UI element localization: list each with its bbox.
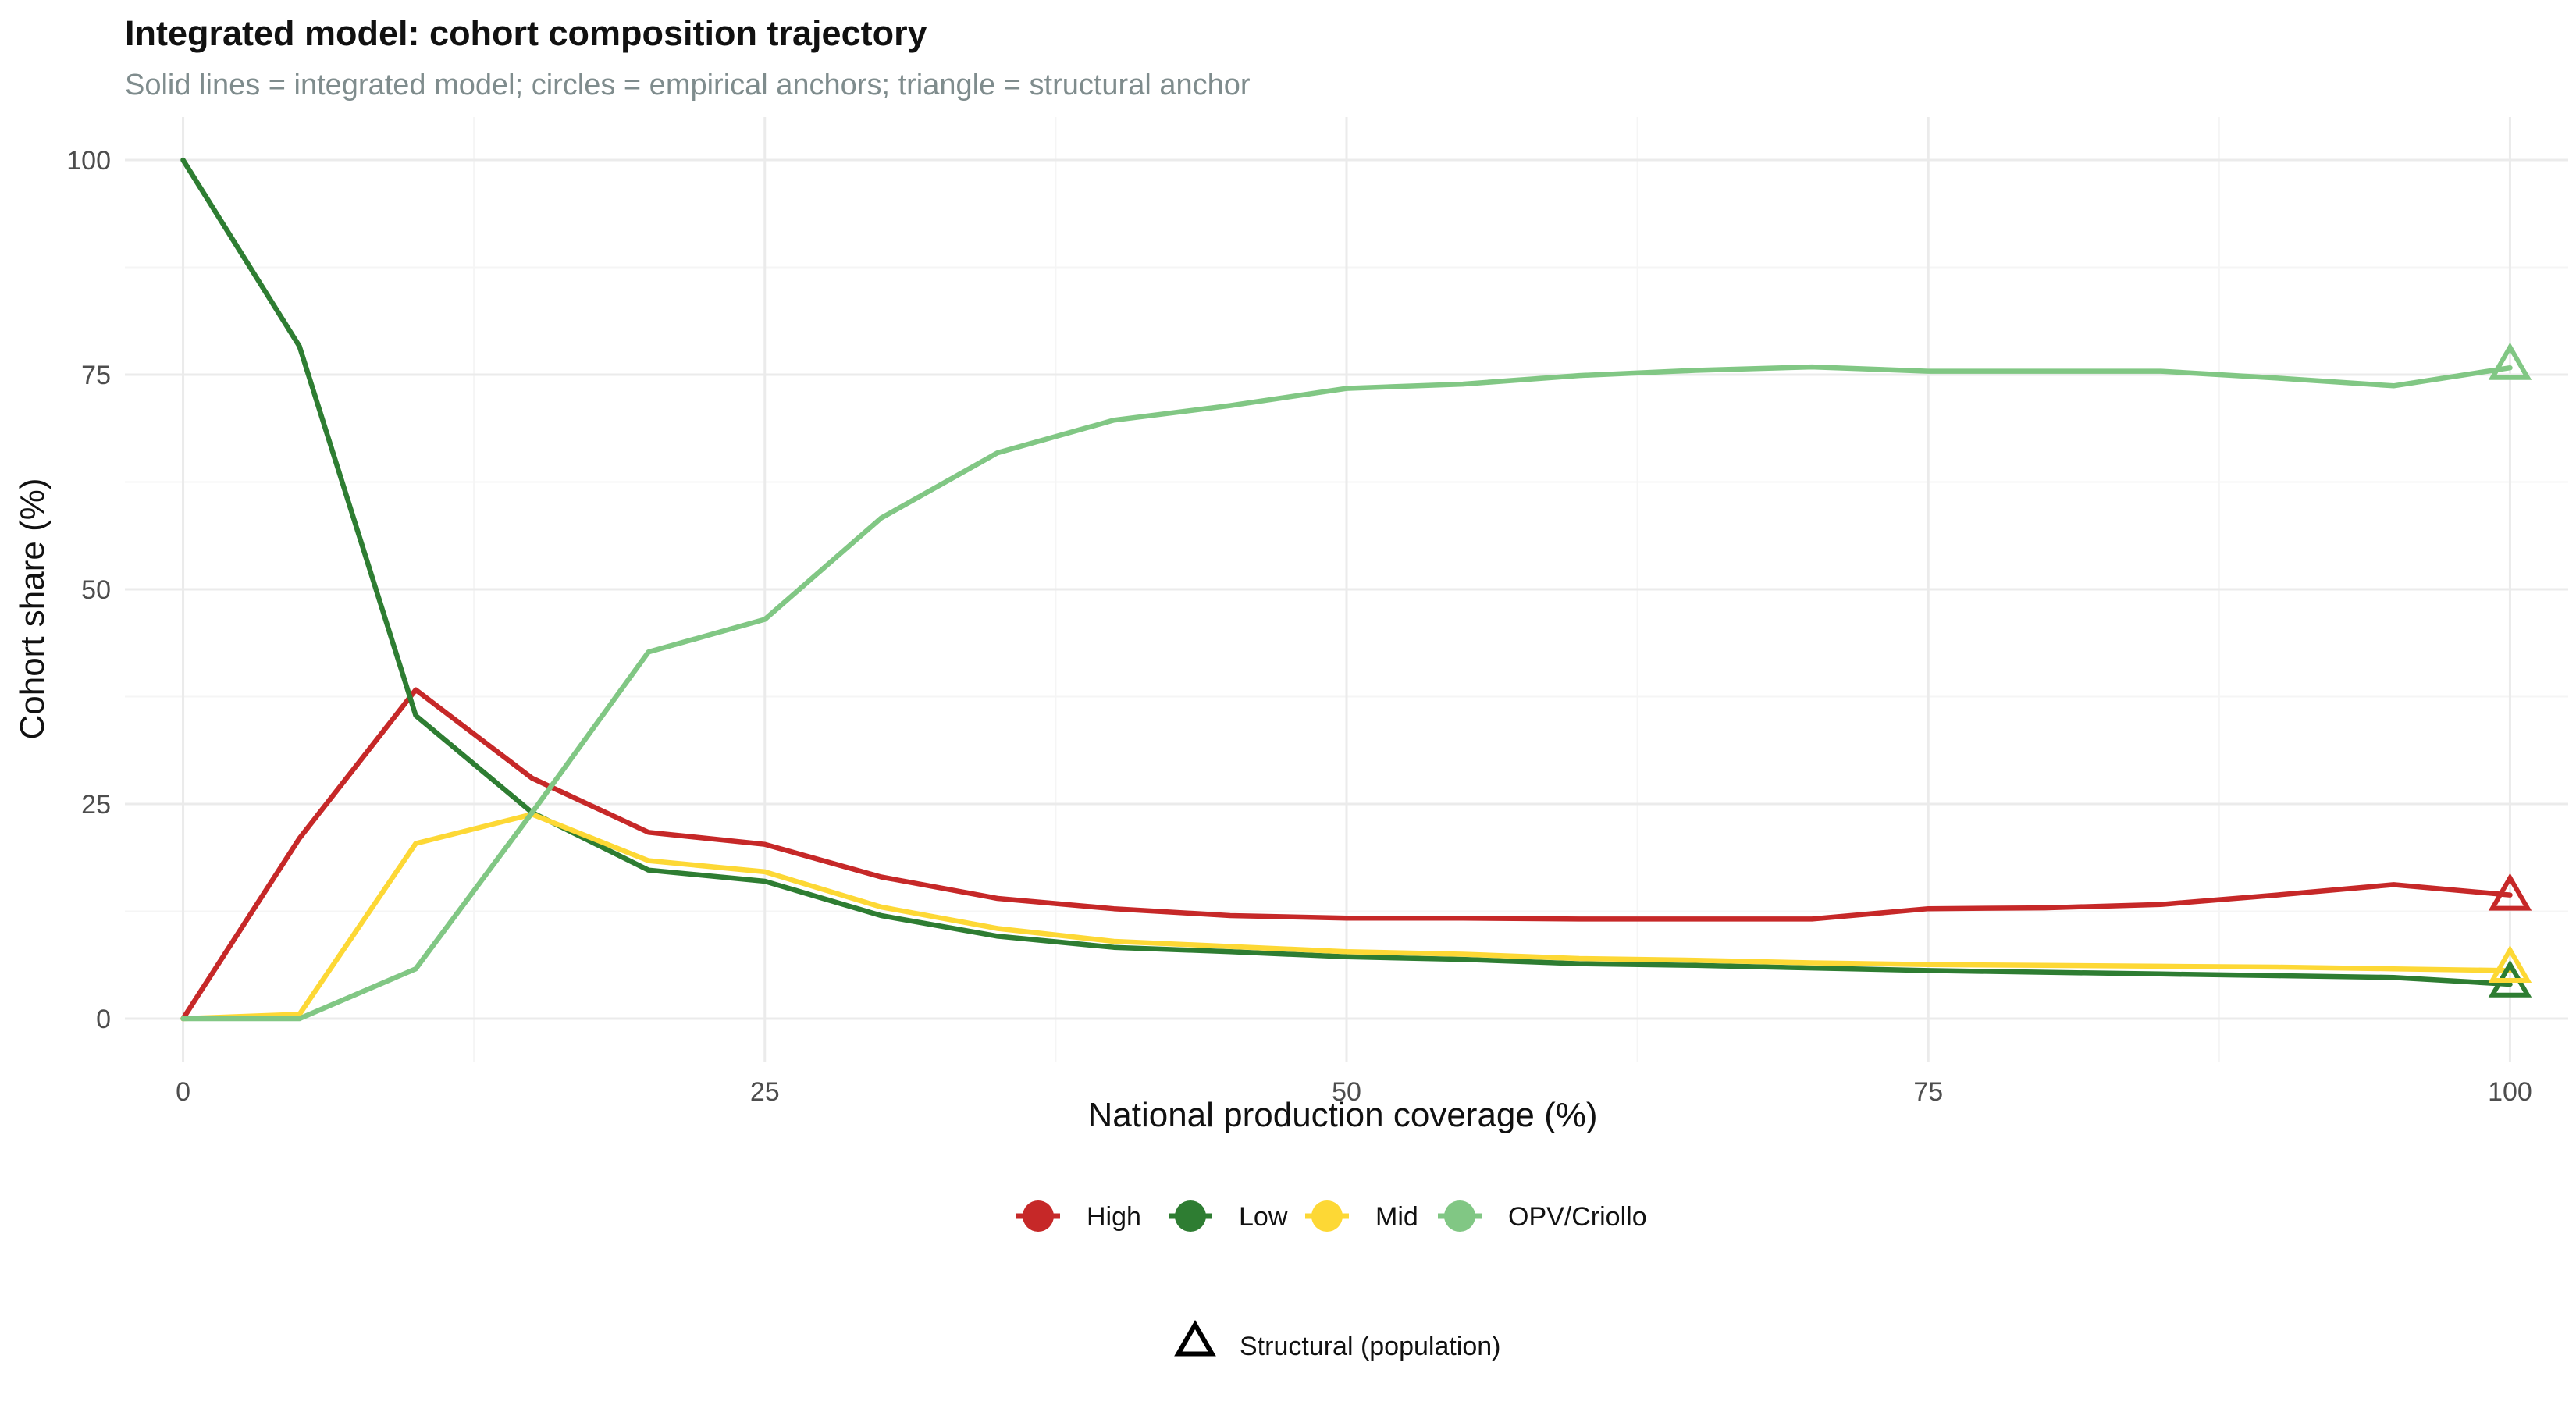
structural-anchors (2488, 342, 2532, 998)
x-axis-title: National production coverage (%) (1087, 1096, 1597, 1134)
plot-grid (125, 117, 2568, 1062)
legend-label: Low (1239, 1202, 1288, 1232)
chart-subtitle: Solid lines = integrated model; circles … (125, 69, 1251, 101)
y-axis-title: Cohort share (%) (13, 478, 52, 739)
x-tick-label: 75 (1913, 1077, 1943, 1107)
legend-key-dot (1444, 1200, 1475, 1232)
structural-anchor-mid (2488, 944, 2532, 983)
x-tick-label: 100 (2488, 1077, 2532, 1107)
legend-label: OPV/Criollo (1508, 1202, 1647, 1232)
structural-anchor-opv-criollo (2488, 342, 2532, 380)
x-tick-label: 0 (176, 1077, 190, 1107)
legend-triangle-icon (1174, 1319, 1216, 1357)
series-lines (180, 157, 2513, 1022)
legend-structural: Structural (population) (1174, 1319, 1501, 1361)
series-line-mid (180, 811, 2513, 1022)
legend-item-mid: Mid (1305, 1200, 1418, 1232)
y-tick-label: 0 (96, 1005, 111, 1034)
structural-anchor-high (2488, 873, 2532, 911)
y-tick-labels: 0 25 50 75 100 (66, 146, 111, 1034)
x-tick-label: 25 (750, 1077, 780, 1107)
legend-structural-label: Structural (population) (1240, 1332, 1501, 1361)
legend-item-low: Low (1169, 1200, 1288, 1232)
y-tick-label: 75 (81, 361, 111, 390)
legend-key-dot (1311, 1200, 1343, 1232)
legend-key-dot (1023, 1200, 1054, 1232)
legend: High Low Mid OPV/Criollo (1016, 1200, 1647, 1232)
legend-key-dot (1175, 1200, 1206, 1232)
y-tick-label: 25 (81, 790, 111, 820)
chart-title: Integrated model: cohort composition tra… (125, 13, 927, 53)
y-tick-label: 50 (81, 575, 111, 605)
legend-label: Mid (1375, 1202, 1418, 1232)
series-line-high (180, 687, 2513, 1022)
legend-label: High (1087, 1202, 1141, 1232)
y-tick-label: 100 (66, 146, 111, 176)
x-tick-labels: 0 25 50 75 100 (176, 1077, 2532, 1107)
series-line-opv-criollo (180, 364, 2513, 1022)
legend-item-opv-criollo: OPV/Criollo (1438, 1200, 1647, 1232)
x-tick-label: 50 (1332, 1077, 1361, 1107)
legend-item-high: High (1016, 1200, 1141, 1232)
